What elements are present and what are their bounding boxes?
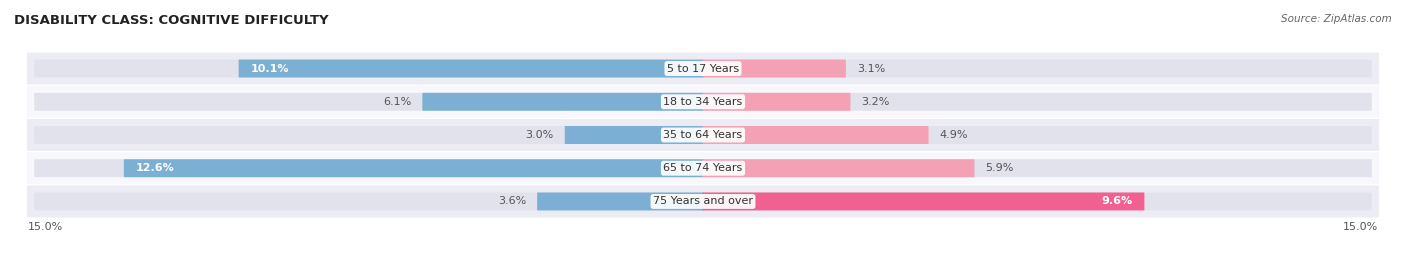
FancyBboxPatch shape [703, 60, 846, 77]
FancyBboxPatch shape [565, 126, 703, 144]
FancyBboxPatch shape [703, 193, 1144, 210]
FancyBboxPatch shape [703, 60, 1372, 77]
FancyBboxPatch shape [27, 86, 1379, 118]
FancyBboxPatch shape [27, 185, 1379, 217]
Text: 15.0%: 15.0% [1343, 222, 1378, 232]
Text: 10.1%: 10.1% [250, 63, 290, 73]
FancyBboxPatch shape [703, 159, 1372, 177]
FancyBboxPatch shape [34, 60, 703, 77]
FancyBboxPatch shape [703, 126, 928, 144]
Text: 15.0%: 15.0% [28, 222, 63, 232]
FancyBboxPatch shape [34, 126, 703, 144]
Text: 6.1%: 6.1% [382, 97, 412, 107]
Text: 5 to 17 Years: 5 to 17 Years [666, 63, 740, 73]
FancyBboxPatch shape [124, 159, 703, 177]
Text: 5.9%: 5.9% [986, 163, 1014, 173]
Text: 75 Years and over: 75 Years and over [652, 197, 754, 207]
Text: 4.9%: 4.9% [939, 130, 969, 140]
FancyBboxPatch shape [27, 53, 1379, 85]
Text: 3.1%: 3.1% [856, 63, 886, 73]
FancyBboxPatch shape [703, 159, 974, 177]
Text: 65 to 74 Years: 65 to 74 Years [664, 163, 742, 173]
FancyBboxPatch shape [239, 60, 703, 77]
Text: 9.6%: 9.6% [1101, 197, 1132, 207]
FancyBboxPatch shape [703, 93, 1372, 111]
FancyBboxPatch shape [537, 193, 703, 210]
FancyBboxPatch shape [27, 152, 1379, 184]
FancyBboxPatch shape [34, 193, 703, 210]
Text: 3.0%: 3.0% [526, 130, 554, 140]
Text: 3.6%: 3.6% [498, 197, 526, 207]
FancyBboxPatch shape [422, 93, 703, 111]
Text: 18 to 34 Years: 18 to 34 Years [664, 97, 742, 107]
FancyBboxPatch shape [34, 93, 703, 111]
FancyBboxPatch shape [703, 93, 851, 111]
FancyBboxPatch shape [703, 126, 1372, 144]
FancyBboxPatch shape [34, 159, 703, 177]
Text: Source: ZipAtlas.com: Source: ZipAtlas.com [1281, 14, 1392, 23]
Text: 3.2%: 3.2% [862, 97, 890, 107]
Text: 12.6%: 12.6% [136, 163, 174, 173]
Text: DISABILITY CLASS: COGNITIVE DIFFICULTY: DISABILITY CLASS: COGNITIVE DIFFICULTY [14, 14, 329, 26]
FancyBboxPatch shape [27, 119, 1379, 151]
FancyBboxPatch shape [703, 193, 1372, 210]
Text: 35 to 64 Years: 35 to 64 Years [664, 130, 742, 140]
